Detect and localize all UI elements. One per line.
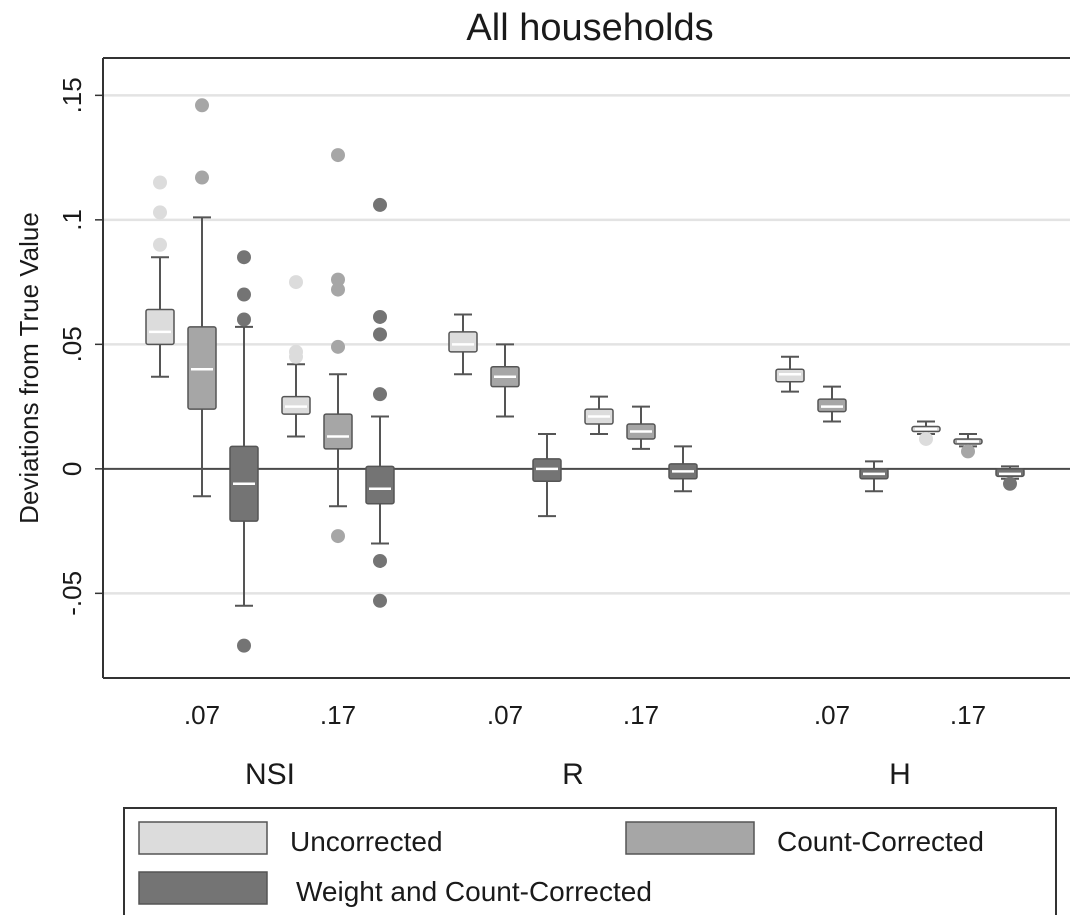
outlier-point [153,205,167,220]
outlier-point [373,327,387,342]
outlier-point [331,148,345,163]
box-iqr [323,413,353,450]
outlier-point [289,275,303,290]
outlier-point [237,250,251,265]
gridlines [103,94,1070,595]
x-subgroup-label: .07 [184,700,220,730]
box-element [532,432,562,518]
y-tick-label: .05 [57,326,87,362]
outlier-point [237,638,251,653]
tick-labels: -.05 0 .05 .1 .15 .07 .17 NSI .07 .17 R .07 .17 H [57,77,986,791]
outlier-point [1003,476,1017,491]
outlier-point [237,287,251,302]
legend-swatch [138,871,268,905]
box-element [775,355,805,393]
legend: Uncorrected Count-Corrected Weight and Cou… [123,807,1057,915]
x-group-label: NSI [245,758,295,791]
box-element [365,197,395,608]
outlier-point [331,272,345,287]
axes [95,57,1070,679]
boxes [145,98,1025,653]
outlier-point [195,98,209,113]
box-element [490,343,520,418]
box-element [668,445,698,493]
box-element [953,432,983,459]
x-subgroup-label: .17 [320,700,356,730]
y-tick-label: .15 [57,77,87,113]
outlier-point [331,529,345,544]
x-subgroup-label: .07 [814,700,850,730]
legend-swatch [625,821,755,855]
outlier-point [331,339,345,354]
box-element [626,405,656,450]
box-element [584,395,614,435]
legend-label: Count-Corrected [777,826,984,857]
box-element [229,250,259,653]
outlier-point [961,444,975,459]
box-element [859,460,889,493]
chart-title: All households [466,7,713,49]
box-element [187,98,217,498]
legend-swatch [138,821,268,855]
x-subgroup-label: .17 [950,700,986,730]
box-element [448,313,478,376]
y-tick-label: -.05 [57,571,87,616]
x-group-label: H [889,758,911,791]
box-element [145,175,175,378]
outlier-point [373,553,387,568]
outlier-point [373,387,387,402]
outlier-point [373,593,387,608]
outlier-point [153,237,167,252]
legend-frame [123,807,1057,915]
legend-label: Uncorrected [290,826,443,857]
outlier-point [195,170,209,185]
y-tick-label: 0 [57,462,87,476]
legend-label: Weight and Count-Corrected [296,876,652,907]
y-axis-label: Deviations from True Value [14,212,44,524]
outlier-point [289,344,303,359]
x-subgroup-label: .17 [623,700,659,730]
x-group-label: R [562,758,584,791]
x-subgroup-label: .07 [487,700,523,730]
box-iqr [145,308,175,346]
box-iqr [365,465,395,505]
box-element [281,275,311,438]
outlier-point [373,309,387,324]
box-iqr [448,331,478,353]
outlier-point [373,197,387,212]
box-element [911,420,941,446]
outlier-point [153,175,167,190]
box-element [323,148,353,544]
outlier-point [331,282,345,297]
box-element [995,465,1025,491]
outlier-point [237,312,251,327]
box-element [817,385,847,423]
outlier-point [919,431,933,446]
y-tick-label: .1 [57,209,87,231]
